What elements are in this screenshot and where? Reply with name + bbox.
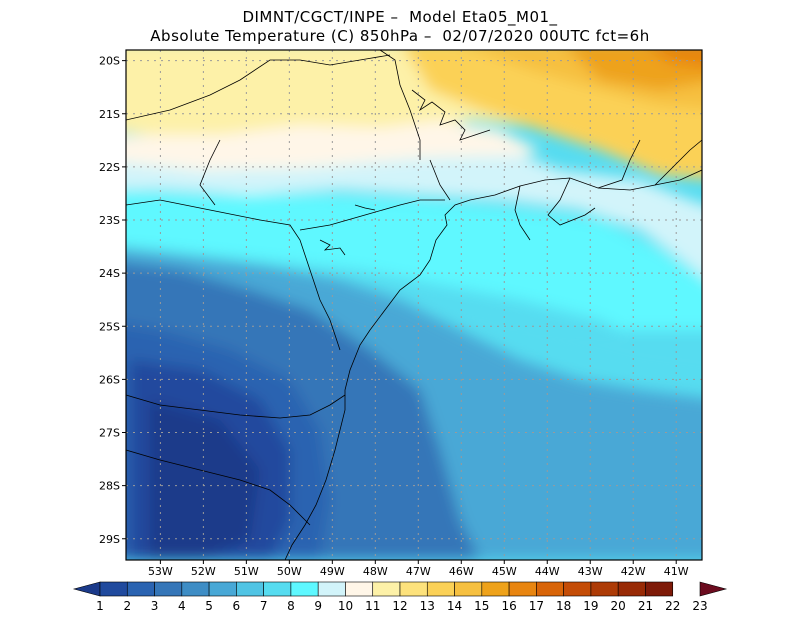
boundaries xyxy=(126,50,702,560)
colorbar-swatch xyxy=(154,581,183,597)
colorbar-swatch xyxy=(590,581,619,597)
lon-tick-label: 49W xyxy=(320,565,345,578)
colorbar-swatch xyxy=(290,581,319,597)
colorbar-label: 23 xyxy=(692,599,707,613)
lat-tick-label: 25S xyxy=(99,320,120,333)
state-border xyxy=(126,394,346,419)
colorbar-swatch xyxy=(126,581,155,597)
lon-tick-label: 44W xyxy=(535,565,560,578)
lat-tick-label: 28S xyxy=(99,480,120,493)
lat-tick-label: 27S xyxy=(99,427,120,440)
colorbar-label: 1 xyxy=(96,599,104,613)
lat-tick-label: 20S xyxy=(99,55,120,68)
field-band-17 xyxy=(653,50,702,68)
lon-tick-label: 43W xyxy=(578,565,603,578)
colorbar-swatch xyxy=(181,581,210,597)
chart-title-line-1: DIMNT/CGCT/INPE – Model Eta05_M01_ xyxy=(242,8,558,26)
colorbar-label: 21 xyxy=(638,599,653,613)
state-border xyxy=(319,239,346,256)
colorbar-label: 4 xyxy=(178,599,186,613)
state-border xyxy=(354,204,376,211)
colorbar-swatch xyxy=(208,581,237,597)
field-band-1 xyxy=(150,400,260,560)
colorbar-label: 13 xyxy=(420,599,435,613)
field-band-11 xyxy=(126,120,540,175)
lon-tick-label: 52W xyxy=(191,565,216,578)
colorbar-swatch xyxy=(72,581,101,597)
state-border xyxy=(126,449,311,526)
colorbar-label: 8 xyxy=(287,599,295,613)
field-band-9 xyxy=(126,191,702,371)
colorbar-swatch xyxy=(99,581,128,597)
colorbar-label: 12 xyxy=(392,599,407,613)
state-border xyxy=(411,89,491,141)
lat-tick-label: 22S xyxy=(99,161,120,174)
state-border xyxy=(597,139,702,189)
lat-tick-label: 23S xyxy=(99,214,120,227)
colorbar-label: 10 xyxy=(338,599,353,613)
colorbar-label: 20 xyxy=(611,599,626,613)
chart-title-line-2: Absolute Temperature (C) 850hPa – 02/07/… xyxy=(150,27,650,45)
colorbar-swatch xyxy=(263,581,292,597)
colorbar-label: 11 xyxy=(365,599,380,613)
state-border xyxy=(199,139,451,206)
colorbar-swatch xyxy=(481,581,510,597)
lat-tick-label: 21S xyxy=(99,108,120,121)
colorbar-label: 22 xyxy=(665,599,680,613)
lat-tick-label: 24S xyxy=(99,267,120,280)
colorbar-swatch xyxy=(345,581,374,597)
colorbar-label: 2 xyxy=(123,599,131,613)
colorbar-swatch xyxy=(454,581,483,597)
map-frame xyxy=(125,49,703,561)
colorbar-label: 17 xyxy=(529,599,544,613)
colorbar-label: 16 xyxy=(501,599,516,613)
colorbar-label: 5 xyxy=(205,599,213,613)
colorbar-swatch xyxy=(372,581,401,597)
colorbar-label: 6 xyxy=(233,599,241,613)
lon-tick-label: 50W xyxy=(277,565,302,578)
colorbar-swatch xyxy=(236,581,264,597)
lon-tick-label: 51W xyxy=(234,565,259,578)
field-band-10 xyxy=(126,155,702,277)
colorbar-label: 19 xyxy=(583,599,598,613)
lon-tick-label: 53W xyxy=(148,565,173,578)
field-band-8 xyxy=(420,300,702,378)
colorbar-swatch xyxy=(645,581,674,597)
longitude-axis: 53W 52W 51W 50W 49W 48W 47W 46W 45W 44W 43W 42W 41W xyxy=(148,560,689,578)
colorbar-label: 14 xyxy=(447,599,462,613)
colorbar-swatch xyxy=(508,581,537,597)
colorbar-label: 15 xyxy=(474,599,489,613)
state-border xyxy=(514,177,596,241)
lat-tick-label: 26S xyxy=(99,373,120,386)
colorbar-swatch xyxy=(617,581,646,597)
lat-tick-label: 29S xyxy=(99,533,120,546)
state-border xyxy=(299,50,445,231)
colorbar-swatch xyxy=(699,581,728,597)
lon-tick-label: 47W xyxy=(406,565,431,578)
latitude-axis: 20S 21S 22S 23S 24S 25S 26S 27S 28S 29S xyxy=(99,55,126,546)
colorbar-swatch xyxy=(317,581,346,597)
colorbar-swatch xyxy=(399,581,428,597)
colorbar-swatch xyxy=(426,581,455,597)
lon-tick-label: 42W xyxy=(621,565,646,578)
colorbar-label: 9 xyxy=(314,599,322,613)
colorbar-swatch xyxy=(536,581,564,597)
colorbar-label: 18 xyxy=(556,599,571,613)
lon-tick-label: 45W xyxy=(492,565,517,578)
state-border xyxy=(126,199,341,351)
colorbar-label: 3 xyxy=(151,599,159,613)
colorbar-label: 7 xyxy=(260,599,268,613)
lon-tick-label: 48W xyxy=(363,565,388,578)
lon-tick-label: 46W xyxy=(449,565,474,578)
colorbar-swatch xyxy=(563,581,592,597)
lon-tick-label: 41W xyxy=(664,565,689,578)
state-border xyxy=(126,54,391,121)
